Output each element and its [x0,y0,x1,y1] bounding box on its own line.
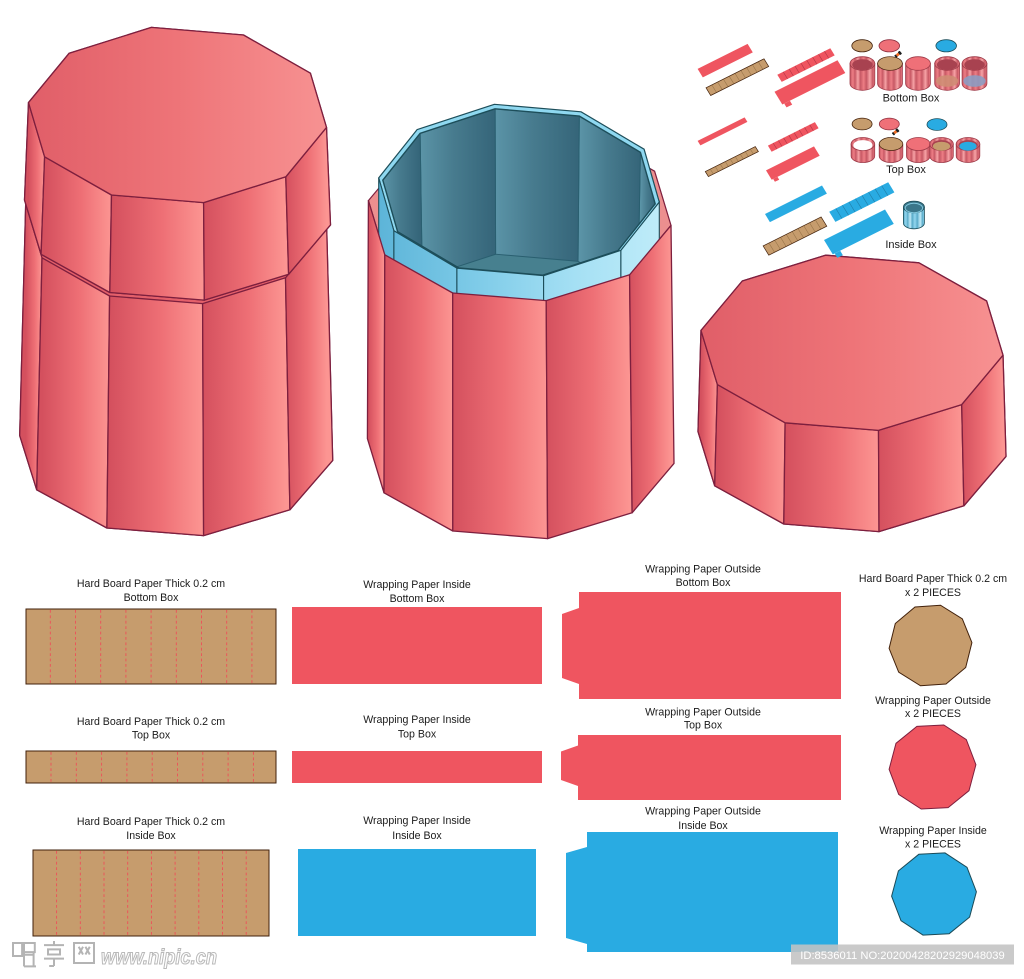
svg-text:Inside Box: Inside Box [392,830,442,842]
svg-text:Top Box: Top Box [684,720,723,732]
svg-text:Top Box: Top Box [132,730,171,742]
svg-text:x 2 PIECES: x 2 PIECES [905,839,961,851]
svg-text:Wrapping Paper Outside: Wrapping Paper Outside [645,706,761,718]
svg-text:Bottom Box: Bottom Box [390,593,445,605]
svg-text:Wrapping Paper Inside: Wrapping Paper Inside [363,815,471,827]
svg-text:Bottom Box: Bottom Box [124,592,179,604]
svg-text:Wrapping Paper Outside: Wrapping Paper Outside [645,806,761,818]
svg-text:Wrapping Paper Outside: Wrapping Paper Outside [645,564,761,576]
svg-text:Inside Box: Inside Box [885,239,937,251]
svg-text:x 2 PIECES: x 2 PIECES [905,587,961,599]
svg-text:ID:8536011 NO:2020042820292904: ID:8536011 NO:20200428202929048039 [800,950,1004,962]
svg-text:Hard Board Paper Thick 0.2 cm: Hard Board Paper Thick 0.2 cm [77,578,225,590]
svg-text:Bottom Box: Bottom Box [883,93,940,105]
svg-text:Wrapping Paper Inside: Wrapping Paper Inside [879,825,987,837]
svg-text:Hard Board Paper Thick 0.2 cm: Hard Board Paper Thick 0.2 cm [859,573,1007,585]
svg-text:Top Box: Top Box [398,729,437,741]
svg-text:Bottom Box: Bottom Box [676,577,731,589]
svg-text:Top Box: Top Box [886,164,926,176]
svg-text:Inside Box: Inside Box [678,820,728,832]
svg-text:Wrapping Paper Inside: Wrapping Paper Inside [363,579,471,591]
svg-text:Wrapping Paper Outside: Wrapping Paper Outside [875,695,991,707]
svg-text:Hard Board Paper Thick 0.2 cm: Hard Board Paper Thick 0.2 cm [77,716,225,728]
svg-text:www.nipic.cn: www.nipic.cn [101,946,217,969]
svg-text:x 2 PIECES: x 2 PIECES [905,708,961,720]
svg-text:Wrapping Paper Inside: Wrapping Paper Inside [363,714,471,726]
svg-text:Inside Box: Inside Box [126,830,176,842]
svg-text:Hard Board Paper Thick 0.2 cm: Hard Board Paper Thick 0.2 cm [77,816,225,828]
